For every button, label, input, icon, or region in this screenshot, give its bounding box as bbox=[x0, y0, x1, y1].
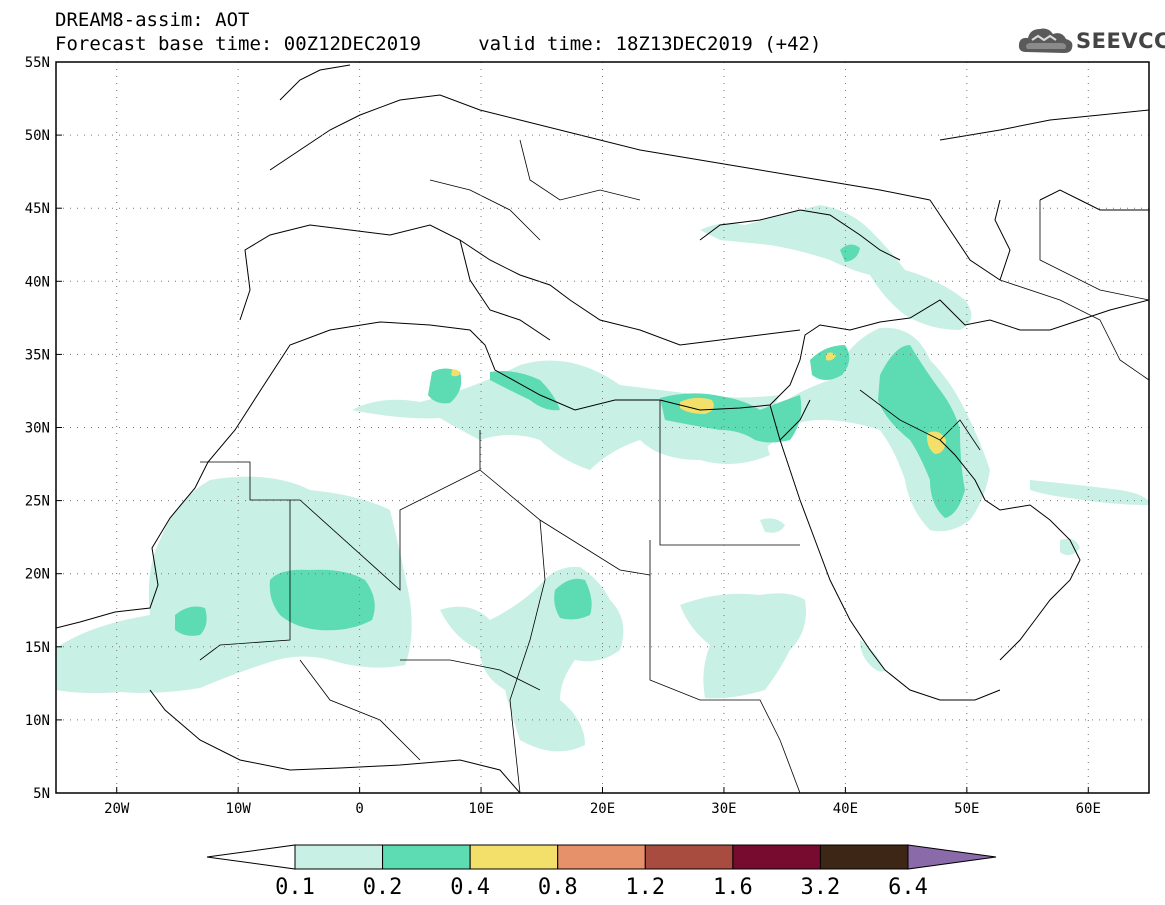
lon-tick-label: 60E bbox=[1076, 801, 1101, 817]
colorbar-swatch bbox=[469, 844, 559, 870]
aot-region-redsea bbox=[860, 640, 885, 672]
lon-tick-label: 10W bbox=[226, 801, 252, 817]
gridlines bbox=[56, 62, 1149, 793]
aot-region-iraq-core bbox=[878, 345, 965, 518]
lat-tick-label: 30N bbox=[25, 421, 50, 437]
colorbar-swatch bbox=[294, 844, 384, 870]
coastlines bbox=[56, 64, 1149, 793]
colorbar-label: 0.4 bbox=[450, 875, 490, 900]
logo-text: SEEVCCC bbox=[1076, 29, 1165, 53]
lat-tick-label: 50N bbox=[25, 128, 50, 144]
aot-region-mali-core bbox=[269, 569, 375, 631]
aot-shading bbox=[56, 205, 1149, 752]
axis-ticks: 20W 10W 0 10E 20E 30E 40E 50E 60E 55N 50N 45N 40N 35N… bbox=[25, 55, 1101, 817]
forecast-time-line: Forecast base time: 00Z12DEC2019 valid t… bbox=[55, 33, 822, 55]
aot-region-sudan bbox=[680, 593, 806, 699]
colorbar-label: 6.4 bbox=[888, 875, 928, 900]
lat-tick-label: 15N bbox=[25, 640, 50, 656]
aot-region-georgia-core bbox=[840, 244, 860, 262]
colorbar-label: 1.6 bbox=[713, 875, 753, 900]
aot-region-syria-core bbox=[810, 345, 850, 380]
aot-region-west-africa bbox=[56, 476, 412, 694]
seevccc-logo: SEEVCCC bbox=[1018, 22, 1165, 58]
lat-tick-label: 20N bbox=[25, 567, 50, 583]
aot-region-chad bbox=[440, 566, 624, 752]
lon-tick-label: 50E bbox=[954, 801, 979, 817]
colorbar-swatch bbox=[819, 844, 909, 870]
aot-region-tunisia-core bbox=[428, 368, 462, 404]
lat-tick-label: 55N bbox=[25, 55, 50, 71]
aot-region-sahel-east bbox=[760, 518, 785, 533]
colorbar-swatch bbox=[732, 844, 821, 870]
colorbar: 0.1 0.2 0.4 0.8 1.2 1.6 3.2 6.4 bbox=[206, 844, 997, 900]
lat-tick-label: 45N bbox=[25, 201, 50, 217]
colorbar-under-triangle bbox=[206, 844, 296, 870]
aot-region-chad-core bbox=[554, 578, 592, 620]
aot-region-kuwait-peak bbox=[926, 431, 946, 454]
aot-region-libya-core bbox=[490, 371, 560, 411]
lon-tick-label: 10E bbox=[468, 801, 493, 817]
colorbar-swatch bbox=[557, 844, 646, 870]
aot-region-caucasus bbox=[700, 205, 972, 330]
aot-region-sahara-north bbox=[352, 360, 780, 470]
colorbar-swatch bbox=[644, 844, 734, 870]
colorbar-label: 0.1 bbox=[275, 875, 315, 900]
lat-tick-label: 35N bbox=[25, 347, 50, 363]
colorbar-label: 1.2 bbox=[625, 875, 665, 900]
lat-tick-label: 5N bbox=[33, 786, 50, 802]
lon-tick-label: 0 bbox=[355, 801, 363, 817]
borders bbox=[199, 139, 1149, 793]
colorbar-swatch bbox=[382, 844, 471, 870]
lat-tick-label: 25N bbox=[25, 494, 50, 510]
cloud-icon bbox=[1018, 28, 1073, 53]
colorbar-label: 3.2 bbox=[801, 875, 841, 900]
aot-region-tunisia-peak bbox=[451, 369, 460, 377]
lat-tick-label: 10N bbox=[25, 713, 50, 729]
aot-region-gulf bbox=[1030, 480, 1149, 505]
lon-tick-label: 30E bbox=[711, 801, 736, 817]
lon-tick-label: 20W bbox=[104, 801, 130, 817]
colorbar-label: 0.8 bbox=[538, 875, 578, 900]
colorbar-over-triangle bbox=[907, 844, 997, 870]
colorbar-label: 0.2 bbox=[363, 875, 403, 900]
lon-tick-label: 20E bbox=[590, 801, 615, 817]
aot-region-senegal-core bbox=[175, 606, 207, 636]
map-title: DREAM8-assim: AOT bbox=[55, 9, 250, 31]
lon-tick-label: 40E bbox=[833, 801, 858, 817]
lat-tick-label: 40N bbox=[25, 274, 50, 290]
